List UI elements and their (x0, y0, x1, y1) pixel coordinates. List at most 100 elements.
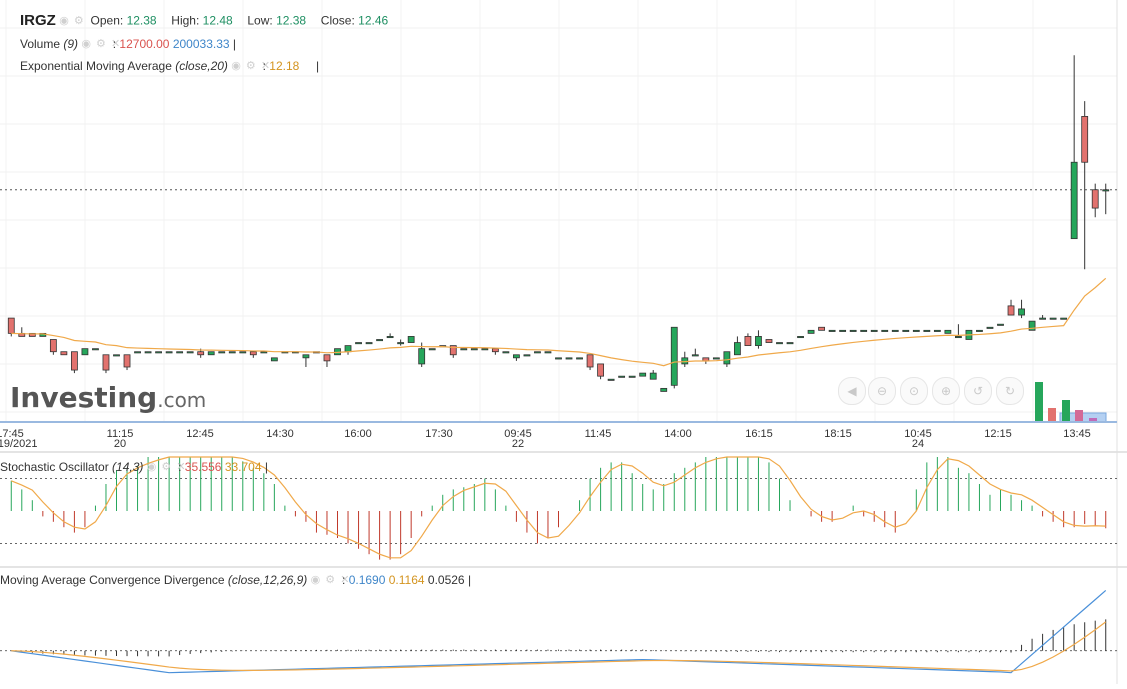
candle-body (376, 339, 383, 342)
candle-body (176, 351, 184, 354)
candle-body (197, 351, 205, 356)
ema-name: Exponential Moving Average (20, 58, 172, 73)
x-tick-label: 13:45 (1063, 428, 1091, 440)
volume-bar (1075, 410, 1083, 422)
x-tick-label: 14:30 (266, 428, 294, 440)
candle-body (618, 375, 626, 378)
candle-body (670, 326, 678, 386)
candle-body (92, 348, 99, 351)
macd-visibility-icons[interactable]: ◉ ⚙ ✕ (310, 574, 351, 587)
ema-legend: Exponential Moving Average (close,20) ◉ … (20, 58, 320, 73)
high-value: 12.48 (202, 13, 233, 28)
x-tick-label: 14:00 (664, 428, 692, 440)
candle-body (944, 329, 952, 334)
candle-body (576, 357, 583, 360)
logo-suffix: .com (157, 388, 207, 412)
x-tick-label: 17:30 (425, 428, 453, 440)
stoch-d-line (11, 456, 1106, 559)
ema-line (11, 277, 1107, 367)
candle-body (891, 329, 899, 332)
volume-bar (1048, 408, 1056, 422)
candle-body (997, 323, 1004, 326)
candle-body (7, 317, 15, 334)
candle-body (239, 351, 247, 354)
candle-body (786, 342, 794, 345)
zoom-out-icon[interactable]: ⊖ (868, 377, 896, 405)
candle-body (1028, 320, 1036, 331)
candle-body (1081, 116, 1089, 163)
candle-body (186, 351, 194, 354)
candle-body (1060, 317, 1068, 320)
prev-icon[interactable]: ◀ (838, 377, 866, 405)
candle-body (923, 329, 931, 332)
candle-body (481, 348, 489, 351)
candle-body (776, 342, 783, 345)
candle-body (155, 351, 162, 354)
candle-body (418, 348, 426, 365)
candle-body (723, 351, 731, 365)
candle-body (734, 342, 741, 356)
x-tick-label: 11:45 (585, 428, 612, 440)
stoch-d-value: 33.704 (224, 459, 262, 474)
candle-body (628, 375, 636, 378)
candle-body (639, 372, 647, 377)
candle-body (649, 372, 657, 380)
candle-body (386, 336, 394, 339)
zoom-reset-icon[interactable]: ⊙ (900, 377, 928, 405)
scroll-right-icon[interactable]: ↻ (996, 377, 1024, 405)
open-label: Open: (90, 13, 124, 28)
candle-body (1049, 317, 1057, 320)
candle-body (681, 357, 689, 365)
zoom-in-icon[interactable]: ⊕ (932, 377, 960, 405)
logo-brand: Investing (10, 381, 158, 414)
candle-body (165, 351, 173, 354)
macd-legend: Moving Average Convergence Divergence (c… (0, 572, 472, 587)
candle-body (586, 354, 594, 368)
candle-body (765, 339, 773, 343)
candle-body (249, 351, 257, 356)
volume-name: Volume (20, 36, 61, 51)
x-tick-sublabel: 24 (912, 438, 924, 450)
x-tick-sublabel: 20 (114, 438, 126, 450)
ema-visibility-icons[interactable]: ◉ ⚙ ✕ (231, 60, 272, 73)
candle-body (744, 336, 752, 347)
candle-body (513, 354, 520, 359)
x-tick-label: 18:15 (824, 428, 852, 440)
volume-visibility-icons[interactable]: ◉ ⚙ ✕ (81, 38, 122, 51)
low-value: 12.38 (276, 13, 307, 28)
ohlc-legend: IRGZ ◉ ⚙ Open: 12.38 High: 12.48 Low: 12… (20, 12, 388, 29)
candle-body (534, 351, 541, 354)
candle-body (955, 336, 962, 339)
candle-body (691, 354, 699, 357)
candle-body (1039, 317, 1046, 320)
candle-body (397, 342, 405, 345)
candle-body (797, 336, 804, 339)
candle-body (849, 329, 857, 332)
candle-body (523, 354, 531, 357)
candle-body (102, 354, 110, 371)
stoch-visibility-icons[interactable]: ◉ ⚙ ✕ (146, 461, 187, 474)
visibility-icons[interactable]: ◉ ⚙ (59, 15, 85, 27)
x-tick-label: 16:00 (344, 428, 372, 440)
volume-sep: | (232, 36, 237, 51)
candle-body (123, 354, 131, 368)
candle-body (134, 351, 141, 354)
candle-body (660, 387, 668, 392)
scroll-left-icon[interactable]: ↺ (964, 377, 992, 405)
candle-body (1091, 189, 1099, 209)
candle-body (912, 329, 920, 332)
low-label: Low: (247, 13, 273, 28)
x-tick-label: 16:15 (745, 428, 773, 440)
candle-body (986, 326, 994, 329)
volume-bar (1035, 382, 1043, 422)
x-tick-label: 12:15 (984, 428, 1012, 440)
candle-body (1007, 305, 1015, 316)
stoch-name: Stochastic Oscillator (0, 459, 109, 474)
symbol-label: IRGZ (20, 12, 56, 29)
x-tick-label: 12:45 (186, 428, 214, 440)
candle-body (323, 354, 331, 362)
signal-value: 0.1164 (388, 572, 425, 587)
candle-body (607, 378, 615, 381)
